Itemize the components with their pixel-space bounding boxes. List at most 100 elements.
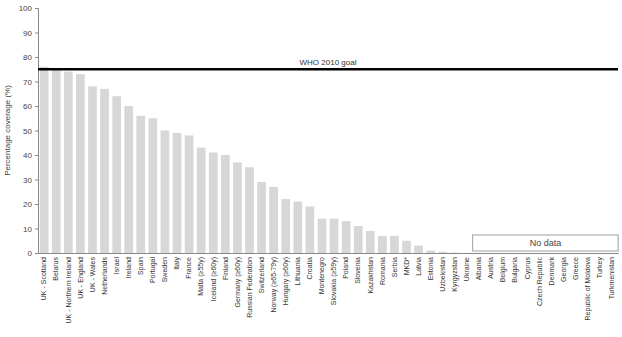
- bar: [426, 251, 435, 253]
- bar: [378, 236, 387, 253]
- bar: [185, 135, 194, 253]
- y-tick: 10: [23, 225, 38, 234]
- x-tick-label: Kazakhstan: [367, 257, 374, 294]
- bar: [136, 116, 145, 253]
- y-tick-label: 90: [23, 29, 32, 38]
- y-tick-label: 30: [23, 176, 32, 185]
- bar: [88, 86, 97, 253]
- y-tick-label: 50: [23, 127, 32, 136]
- bar: [76, 74, 85, 253]
- bar: [233, 162, 242, 253]
- x-tick: Lithuania: [294, 253, 301, 285]
- x-tick-label: Hungary (≥60y): [282, 257, 290, 305]
- x-tick-label: Georgia: [560, 257, 568, 282]
- y-tick: 100: [19, 4, 38, 13]
- y-tick: 90: [23, 29, 38, 38]
- y-axis: 0102030405060708090100: [19, 4, 39, 258]
- y-tick-mark: [35, 82, 38, 83]
- y-tick: 60: [23, 102, 38, 111]
- bar: [221, 155, 230, 253]
- goal-label: WHO 2010 goal: [300, 58, 357, 67]
- no-data-box: [473, 235, 619, 251]
- y-axis-line: [35, 9, 39, 254]
- y-tick-label: 100: [19, 4, 33, 13]
- x-tick: Romania: [379, 253, 386, 285]
- x-tick-label: MKD*: [403, 257, 410, 276]
- x-tick-label: Austria: [487, 257, 494, 279]
- x-tick-label: Lithuania: [294, 257, 301, 286]
- bar: [112, 96, 121, 253]
- y-tick-mark: [35, 33, 38, 34]
- y-tick-label: 60: [23, 102, 32, 111]
- x-tick-label: UK - England: [77, 257, 85, 299]
- bar: [366, 231, 375, 253]
- x-tick: Norway (≥65-79y): [270, 253, 278, 313]
- x-tick: Uzbekistan: [439, 253, 446, 292]
- x-tick-label: Cyprus: [524, 257, 532, 280]
- x-tick-label: Netherlands: [101, 257, 108, 295]
- y-tick-mark: [35, 8, 38, 9]
- y-tick: 20: [23, 200, 38, 209]
- x-tick-label: Slovenia: [354, 257, 361, 284]
- x-tick: Slovenia: [354, 253, 361, 284]
- x-tick-label: Israel: [113, 257, 120, 275]
- x-tick-label: Finland: [222, 257, 229, 280]
- x-tick-label: Republic of Moldova: [584, 257, 592, 321]
- y-tick-mark: [35, 106, 38, 107]
- bar: [257, 182, 266, 253]
- x-tick-label: Denmark: [548, 257, 555, 286]
- x-tick-label: UK - Northern Ireland: [65, 257, 72, 324]
- y-tick-mark: [35, 180, 38, 181]
- y-tick-label: 80: [23, 53, 32, 62]
- x-tick: Israel: [113, 253, 120, 274]
- x-tick: Slovakia (≥59y): [330, 253, 338, 305]
- x-tick-label: Italy: [173, 257, 181, 270]
- x-tick: Bulgaria: [511, 253, 519, 283]
- x-tick: France: [185, 253, 192, 279]
- x-tick-label: Russian Federation: [246, 257, 253, 318]
- x-tick: Turkmenistan: [608, 253, 615, 299]
- y-tick-mark: [35, 204, 38, 205]
- x-tick-label: Portugal: [149, 257, 157, 284]
- x-tick-label: UK - Wales: [89, 257, 96, 293]
- goal-line: [38, 68, 618, 71]
- y-tick-mark: [35, 253, 38, 254]
- x-axis-line: [39, 253, 619, 254]
- bar: [390, 236, 399, 253]
- x-tick: UK - Scotland: [40, 253, 47, 300]
- x-tick: Netherlands: [101, 253, 108, 295]
- x-tick: Kyrgyzstan: [451, 253, 459, 292]
- y-tick-mark: [35, 155, 38, 156]
- y-tick: 0: [28, 249, 38, 258]
- x-tick-label: Greece: [572, 257, 579, 280]
- x-tick: Ireland: [125, 253, 132, 278]
- x-tick: Georgia: [560, 253, 568, 282]
- x-tick-label: Serbia: [391, 257, 398, 277]
- y-tick-label: 0: [28, 249, 33, 258]
- x-tick-label: Iceland (≥60y): [209, 257, 217, 301]
- x-tick-label: Malta (≥55y): [197, 257, 205, 296]
- y-tick-mark: [35, 229, 38, 230]
- x-tick: Republic of Moldova: [584, 253, 592, 320]
- x-tick-label: Spain: [137, 257, 145, 275]
- x-tick-label: Belgium: [499, 257, 507, 282]
- x-tick: Hungary (≥60y): [282, 253, 290, 305]
- x-tick: Turkey: [596, 253, 604, 278]
- x-tick-label: Croatia: [306, 257, 313, 280]
- x-tick: Latvia: [415, 253, 422, 276]
- bar: [64, 72, 73, 253]
- x-tick: Denmark: [548, 253, 555, 285]
- y-tick-mark: [35, 57, 38, 58]
- x-tick: Sweden: [161, 253, 168, 282]
- x-tick-label: Sweden: [161, 257, 168, 282]
- x-tick-label: Latvia: [415, 257, 422, 276]
- x-tick-label: Uzbekistan: [439, 257, 446, 292]
- bar: [40, 67, 49, 253]
- bar: [209, 153, 218, 253]
- x-tick-label: Bulgaria: [511, 257, 519, 283]
- x-tick-label: France: [185, 257, 192, 279]
- x-tick: Kazakhstan: [367, 253, 374, 294]
- x-tick: Austria: [487, 253, 494, 279]
- x-tick-label: Poland: [342, 257, 349, 279]
- bar: [354, 226, 363, 253]
